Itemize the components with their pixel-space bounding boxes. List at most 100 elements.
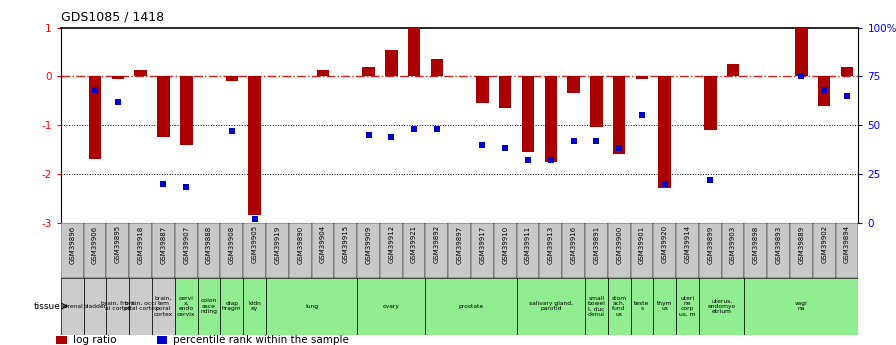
Bar (517, 278, 585, 335)
Bar (380, 223, 402, 278)
Text: log ratio: log ratio (73, 335, 116, 345)
Bar (590, 76, 603, 128)
Bar (631, 223, 653, 278)
Text: GSM39910: GSM39910 (503, 225, 508, 264)
Bar (631, 278, 653, 335)
Bar (358, 278, 426, 335)
Text: GSM39891: GSM39891 (593, 225, 599, 264)
Text: GSM39919: GSM39919 (274, 225, 280, 264)
Bar (180, 76, 193, 145)
Text: GSM39898: GSM39898 (753, 225, 759, 264)
Bar (517, 223, 539, 278)
Text: GSM39912: GSM39912 (388, 225, 394, 264)
Bar (134, 70, 147, 76)
Bar (653, 278, 676, 335)
Text: GSM39920: GSM39920 (662, 225, 668, 264)
Text: GSM39887: GSM39887 (160, 225, 167, 264)
Bar (61, 278, 83, 335)
Text: kidn
ey: kidn ey (248, 301, 261, 312)
Bar (266, 223, 289, 278)
Text: GSM39915: GSM39915 (343, 225, 349, 264)
Text: GSM39908: GSM39908 (228, 225, 235, 264)
Bar (226, 76, 238, 81)
Text: GSM39896: GSM39896 (69, 225, 75, 264)
Bar (699, 278, 745, 335)
Bar (408, 23, 420, 76)
Bar (676, 278, 699, 335)
Text: thym
us: thym us (657, 301, 673, 312)
Bar (402, 223, 426, 278)
Bar (585, 223, 607, 278)
Text: GSM39902: GSM39902 (822, 225, 827, 264)
Bar (562, 223, 585, 278)
Text: GSM39894: GSM39894 (844, 225, 850, 264)
Bar (83, 278, 107, 335)
Text: brain, front
al cortex: brain, front al cortex (101, 301, 134, 312)
Text: GSM39909: GSM39909 (366, 225, 372, 264)
Text: GSM39892: GSM39892 (434, 225, 440, 264)
Text: GSM39901: GSM39901 (639, 225, 645, 264)
Bar (129, 223, 152, 278)
Text: GSM39888: GSM39888 (206, 225, 212, 264)
Bar (248, 76, 261, 215)
Bar (243, 223, 266, 278)
Text: brain, occi
pital cortex: brain, occi pital cortex (124, 301, 158, 312)
Bar (157, 76, 169, 137)
Text: teste
s: teste s (634, 301, 650, 312)
Text: GSM39900: GSM39900 (616, 225, 622, 264)
Bar (198, 223, 220, 278)
Bar (836, 223, 858, 278)
Bar (431, 59, 444, 76)
Text: GSM39913: GSM39913 (547, 225, 554, 264)
Text: GSM39916: GSM39916 (571, 225, 576, 264)
Text: GSM39911: GSM39911 (525, 225, 531, 264)
Bar (607, 278, 631, 335)
Text: GSM39914: GSM39914 (685, 225, 691, 264)
Text: uterus,
endomyo
etrium: uterus, endomyo etrium (708, 298, 736, 314)
Text: GSM39904: GSM39904 (320, 225, 326, 264)
Text: stom
ach,
fund
us: stom ach, fund us (612, 296, 626, 317)
Bar (499, 76, 512, 108)
Text: GSM39918: GSM39918 (138, 225, 143, 264)
Bar (112, 76, 125, 79)
Bar (818, 76, 831, 106)
Text: GDS1085 / 1418: GDS1085 / 1418 (61, 10, 164, 23)
Bar (545, 76, 557, 161)
Bar (659, 76, 671, 188)
Bar (426, 278, 517, 335)
Bar (476, 76, 488, 103)
Text: lung: lung (305, 304, 318, 309)
Bar (312, 223, 334, 278)
Bar (56, 336, 66, 344)
Bar (316, 70, 329, 76)
Bar (362, 67, 375, 76)
Bar (152, 223, 175, 278)
Text: GSM39905: GSM39905 (252, 225, 257, 264)
Text: GSM39895: GSM39895 (115, 225, 121, 264)
Bar (89, 76, 101, 159)
Text: ovary: ovary (383, 304, 400, 309)
Bar (426, 223, 448, 278)
Text: small
bowel
I, duc
denui: small bowel I, duc denui (588, 296, 606, 317)
Text: GSM39899: GSM39899 (707, 225, 713, 264)
Bar (61, 223, 83, 278)
Bar (243, 278, 266, 335)
Text: prostate: prostate (459, 304, 484, 309)
Bar (676, 223, 699, 278)
Bar (83, 223, 107, 278)
Bar (175, 278, 198, 335)
Bar (198, 278, 220, 335)
Bar (585, 278, 607, 335)
Bar (358, 223, 380, 278)
Text: GSM39890: GSM39890 (297, 225, 303, 264)
Text: brain,
tem
poral
cortex: brain, tem poral cortex (154, 296, 173, 317)
Bar (266, 278, 358, 335)
Text: uteri
ne
corp
us, m: uteri ne corp us, m (679, 296, 695, 317)
Bar (790, 223, 813, 278)
Text: bladder: bladder (83, 304, 107, 309)
Bar (107, 278, 129, 335)
Bar (745, 278, 858, 335)
Bar (721, 223, 745, 278)
Bar (653, 223, 676, 278)
Bar (289, 223, 312, 278)
